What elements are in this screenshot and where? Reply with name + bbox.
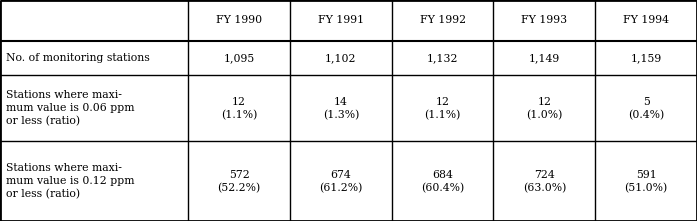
Text: 12
(1.0%): 12 (1.0%): [526, 97, 562, 120]
Text: 1,102: 1,102: [325, 53, 357, 63]
Text: 1,095: 1,095: [224, 53, 254, 63]
Text: 12
(1.1%): 12 (1.1%): [221, 97, 257, 120]
Text: 684
(60.4%): 684 (60.4%): [421, 170, 464, 193]
Text: Stations where maxi-
mum value is 0.06 ppm
or less (ratio): Stations where maxi- mum value is 0.06 p…: [6, 90, 134, 126]
Text: No. of monitoring stations: No. of monitoring stations: [6, 53, 149, 63]
Text: FY 1992: FY 1992: [420, 15, 466, 25]
Text: FY 1991: FY 1991: [318, 15, 364, 25]
Text: FY 1993: FY 1993: [521, 15, 567, 25]
Text: 1,149: 1,149: [529, 53, 560, 63]
Text: 572
(52.2%): 572 (52.2%): [217, 170, 261, 193]
Text: 1,159: 1,159: [631, 53, 661, 63]
Text: 674
(61.2%): 674 (61.2%): [319, 170, 362, 193]
Text: 1,132: 1,132: [427, 53, 459, 63]
Text: 5
(0.4%): 5 (0.4%): [628, 97, 664, 120]
Text: FY 1990: FY 1990: [216, 15, 262, 25]
Text: 14
(1.3%): 14 (1.3%): [323, 97, 359, 120]
Text: Stations where maxi-
mum value is 0.12 ppm
or less (ratio): Stations where maxi- mum value is 0.12 p…: [6, 163, 134, 199]
Text: 12
(1.1%): 12 (1.1%): [424, 97, 461, 120]
Text: FY 1994: FY 1994: [623, 15, 669, 25]
Text: 591
(51.0%): 591 (51.0%): [625, 170, 668, 193]
Text: 724
(63.0%): 724 (63.0%): [523, 170, 566, 193]
